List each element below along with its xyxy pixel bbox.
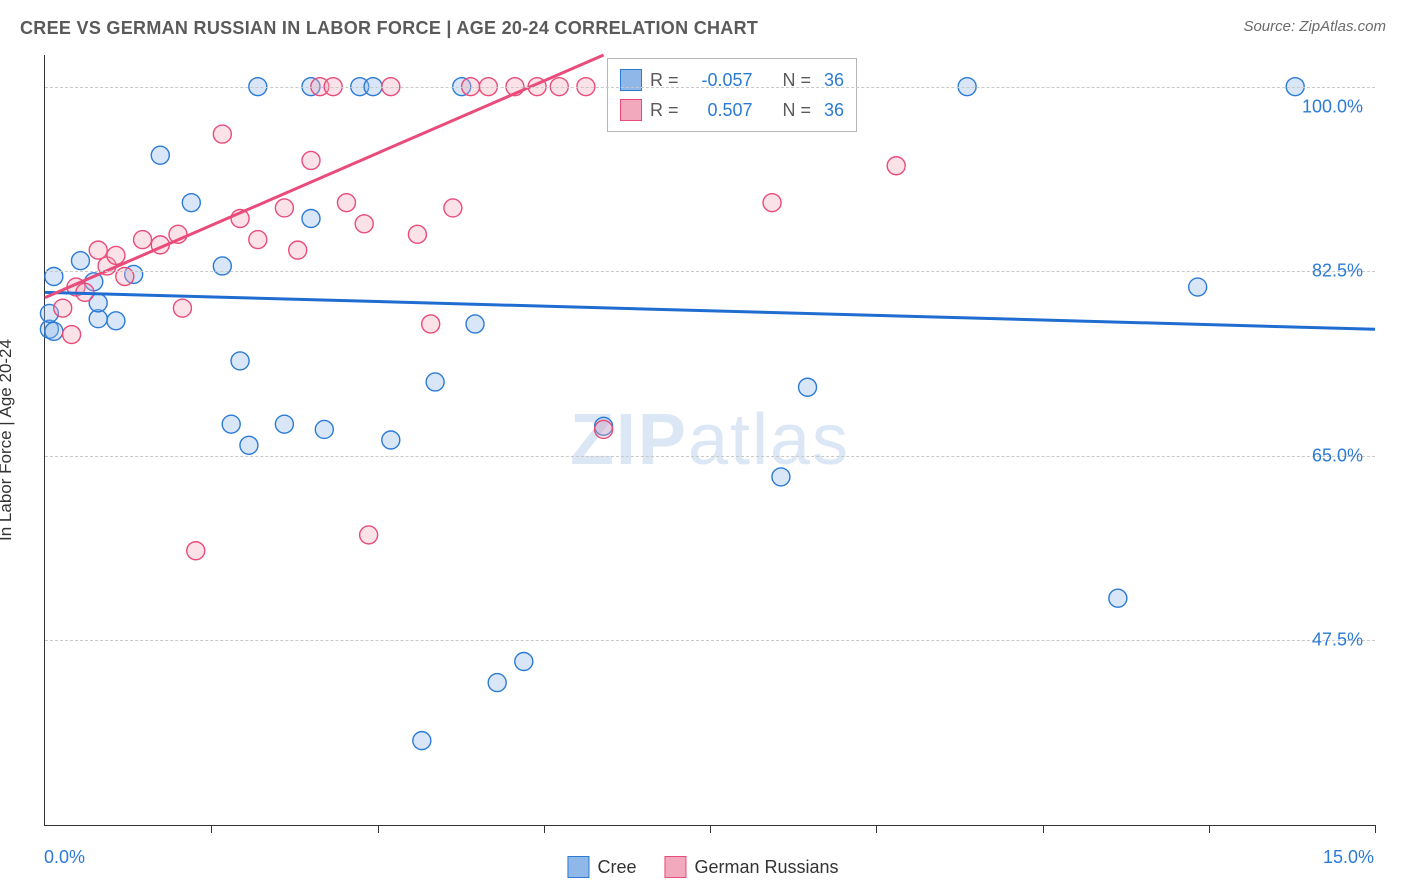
data-point (422, 315, 440, 333)
x-tick (211, 825, 212, 833)
data-point (187, 542, 205, 560)
data-point (289, 241, 307, 259)
data-point (173, 299, 191, 317)
chart-container: CREE VS GERMAN RUSSIAN IN LABOR FORCE | … (0, 0, 1406, 892)
x-tick (1209, 825, 1210, 833)
data-point (71, 252, 89, 270)
data-point (107, 246, 125, 264)
data-point (249, 231, 267, 249)
stats-swatch (620, 69, 642, 91)
x-tick (1375, 825, 1376, 833)
data-point (134, 231, 152, 249)
data-point (222, 415, 240, 433)
data-point (408, 225, 426, 243)
data-point (302, 151, 320, 169)
x-tick (710, 825, 711, 833)
legend-swatch (567, 856, 589, 878)
data-point (799, 378, 817, 396)
data-point (1109, 589, 1127, 607)
legend-label: Cree (597, 857, 636, 878)
x-tick (1043, 825, 1044, 833)
data-point (54, 299, 72, 317)
legend-swatch (664, 856, 686, 878)
data-point (595, 420, 613, 438)
stats-row: R =-0.057N = 36 (620, 65, 844, 95)
gridline (45, 456, 1375, 457)
data-point (45, 268, 63, 286)
data-point (231, 352, 249, 370)
data-point (763, 194, 781, 212)
plot-area: ZIPatlas R =-0.057N = 36R =0.507N = 36 4… (44, 55, 1375, 826)
data-point (488, 674, 506, 692)
data-point (337, 194, 355, 212)
chart-title: CREE VS GERMAN RUSSIAN IN LABOR FORCE | … (20, 18, 758, 39)
y-axis-label: In Labor Force | Age 20-24 (0, 339, 16, 541)
data-point (302, 209, 320, 227)
data-point (240, 436, 258, 454)
data-point (45, 322, 63, 340)
trend-line (45, 292, 1375, 329)
gridline (45, 640, 1375, 641)
data-point (63, 326, 81, 344)
legend-item: Cree (567, 856, 636, 878)
stats-row: R = 0.507 N = 36 (620, 95, 844, 125)
y-tick-label: 82.5% (1312, 261, 1363, 282)
x-tick (544, 825, 545, 833)
stats-r-value: 0.507 (687, 100, 753, 121)
data-point (315, 420, 333, 438)
data-point (413, 732, 431, 750)
data-point (213, 257, 231, 275)
source-label: Source: ZipAtlas.com (1243, 18, 1386, 35)
x-min-label: 0.0% (44, 847, 85, 868)
data-point (1189, 278, 1207, 296)
legend-item: German Russians (664, 856, 838, 878)
gridline (45, 271, 1375, 272)
data-point (360, 526, 378, 544)
x-tick (378, 825, 379, 833)
data-point (426, 373, 444, 391)
plot-svg (45, 55, 1375, 825)
data-point (213, 125, 231, 143)
stats-r-label: R = (650, 100, 679, 121)
data-point (275, 199, 293, 217)
gridline (45, 87, 1375, 88)
legend-label: German Russians (694, 857, 838, 878)
stats-swatch (620, 99, 642, 121)
data-point (444, 199, 462, 217)
x-max-label: 15.0% (1323, 847, 1374, 868)
data-point (275, 415, 293, 433)
data-point (515, 653, 533, 671)
data-point (772, 468, 790, 486)
data-point (107, 312, 125, 330)
y-tick-label: 100.0% (1302, 96, 1363, 117)
data-point (382, 431, 400, 449)
data-point (887, 157, 905, 175)
y-tick-label: 47.5% (1312, 630, 1363, 651)
data-point (466, 315, 484, 333)
data-point (151, 146, 169, 164)
correlation-stats-box: R =-0.057N = 36 R = 0.507 N = 36 (607, 58, 857, 132)
legend: Cree German Russians (567, 856, 838, 878)
data-point (89, 241, 107, 259)
data-point (355, 215, 373, 233)
data-point (116, 268, 134, 286)
stats-n-value: 36 (819, 100, 844, 121)
x-tick (876, 825, 877, 833)
y-tick-label: 65.0% (1312, 445, 1363, 466)
data-point (182, 194, 200, 212)
stats-n-label: N = (783, 100, 812, 121)
